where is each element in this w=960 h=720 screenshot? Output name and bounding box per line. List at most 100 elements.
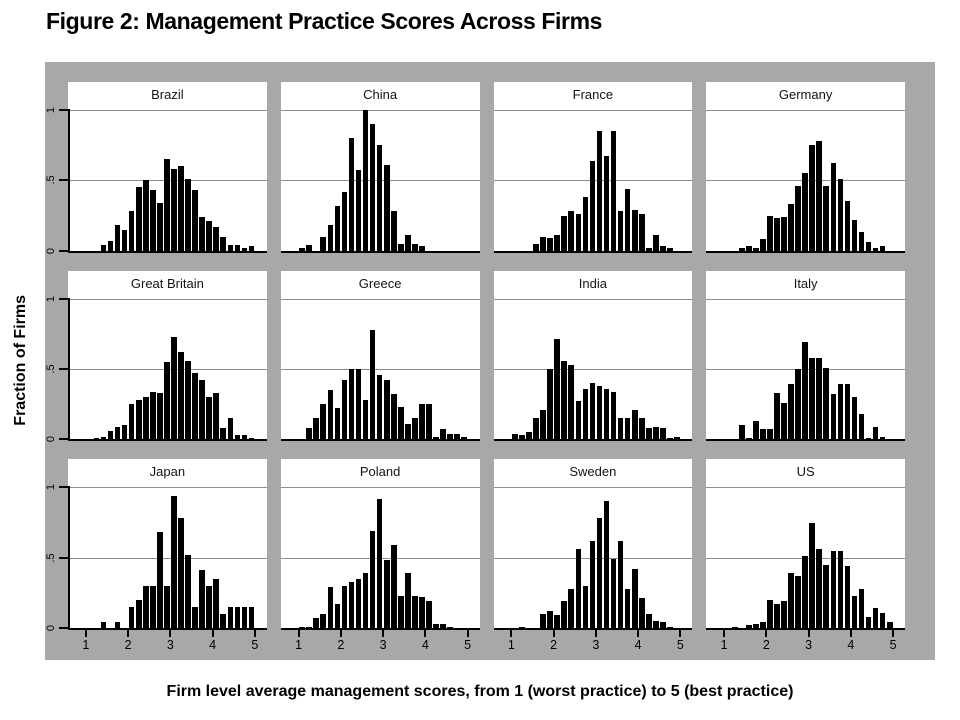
bin-slot xyxy=(418,299,425,440)
histogram-bar xyxy=(837,178,844,251)
bin-slot xyxy=(809,110,816,251)
histogram-bar xyxy=(603,501,610,628)
bin-slot xyxy=(872,487,879,628)
bin-slot xyxy=(738,110,745,251)
histogram-bar xyxy=(171,336,177,440)
bin-slot xyxy=(816,487,823,628)
bin-slot xyxy=(738,299,745,440)
bin-slot xyxy=(114,299,121,440)
bin-slot xyxy=(809,299,816,440)
bin-slot xyxy=(397,299,404,440)
bin-slot xyxy=(533,110,540,251)
histogram-bar xyxy=(872,426,879,440)
plot-area-china xyxy=(280,110,480,253)
x-tick-label: 2 xyxy=(124,638,132,652)
histogram-bar xyxy=(213,578,220,628)
histogram-bar xyxy=(299,247,305,251)
bin-slot xyxy=(425,487,432,628)
x-tick-label: 1 xyxy=(507,638,515,652)
bin-slot xyxy=(348,487,355,628)
histogram-bar xyxy=(234,245,241,251)
bin-slot xyxy=(362,487,369,628)
y-tick-mark xyxy=(59,367,68,370)
gridline xyxy=(68,110,267,111)
histogram-bar xyxy=(206,221,212,251)
bin-slot xyxy=(100,110,107,251)
histogram-bar xyxy=(306,245,312,251)
bin-slot xyxy=(745,299,752,440)
bin-slot xyxy=(631,299,638,440)
plot-area-us xyxy=(706,487,905,630)
histogram-bar xyxy=(512,433,518,440)
histogram-bar xyxy=(738,247,745,251)
bin-slot xyxy=(844,487,851,628)
bin-slot xyxy=(851,487,858,628)
histogram-bar xyxy=(844,566,851,628)
bin-slot xyxy=(673,110,680,251)
bin-slot xyxy=(872,299,879,440)
x-tick-mark xyxy=(253,630,256,637)
panel-india: India xyxy=(493,270,693,442)
histogram-bar xyxy=(440,429,446,440)
bin-slot xyxy=(206,110,213,251)
bin-slot xyxy=(666,487,673,628)
bin-slot xyxy=(177,487,184,628)
bin-slot xyxy=(745,110,752,251)
bin-slot xyxy=(575,110,582,251)
bin-slot xyxy=(142,299,149,440)
histogram-bar xyxy=(440,623,446,628)
bin-slot xyxy=(525,110,532,251)
bin-slot xyxy=(638,487,645,628)
y-axis-line xyxy=(68,486,70,628)
x-tick-mark xyxy=(169,630,172,637)
histogram-bar xyxy=(519,435,525,440)
y-tick-mark xyxy=(59,249,68,252)
histogram-bar xyxy=(617,418,624,440)
bin-slot xyxy=(320,299,327,440)
y-axis-line xyxy=(68,109,70,251)
bin-slot xyxy=(540,110,547,251)
bin-slot xyxy=(645,487,652,628)
histogram-bar xyxy=(660,622,666,628)
histogram-bar xyxy=(554,339,560,440)
bin-slot xyxy=(518,299,525,440)
histogram-bar xyxy=(610,131,617,251)
bin-slot xyxy=(149,487,156,628)
histogram-bar xyxy=(596,385,603,440)
y-axis-title: Fraction of Firms xyxy=(7,190,35,530)
bin-slot xyxy=(781,299,788,440)
histogram-bar xyxy=(624,188,631,251)
bin-slot xyxy=(589,299,596,440)
bin-slot xyxy=(525,299,532,440)
histogram-bar xyxy=(872,608,879,628)
bin-slot xyxy=(327,110,334,251)
bin-slot xyxy=(788,487,795,628)
y-tick-label: .5 xyxy=(45,175,57,185)
histogram-bar xyxy=(227,606,234,628)
y-tick-mark xyxy=(59,556,68,559)
bin-slot xyxy=(404,299,411,440)
bin-slot xyxy=(872,110,879,251)
histogram-bar xyxy=(397,243,404,251)
y-axis-title-text: Fraction of Firms xyxy=(12,294,29,426)
histogram-bar xyxy=(355,578,362,628)
bin-slot xyxy=(547,299,554,440)
bin-slot xyxy=(766,110,773,251)
bin-slot xyxy=(390,487,397,628)
x-tick-mark xyxy=(382,630,385,637)
bin-slot xyxy=(759,299,766,440)
histogram-bar xyxy=(745,437,752,440)
bin-slot xyxy=(525,487,532,628)
histogram-bar xyxy=(568,364,575,440)
x-tick-mark xyxy=(679,630,682,637)
histogram-bar xyxy=(589,160,596,251)
bin-slot xyxy=(724,299,731,440)
bars-italy xyxy=(724,299,893,440)
histogram-bar xyxy=(653,426,659,440)
bin-slot xyxy=(185,299,192,440)
bin-slot xyxy=(447,487,454,628)
plot-area-brazil: 1.5 0 xyxy=(45,107,267,254)
x-tick-label: 4 xyxy=(847,638,855,652)
bin-slot xyxy=(355,110,362,251)
histogram-bar xyxy=(767,429,773,440)
